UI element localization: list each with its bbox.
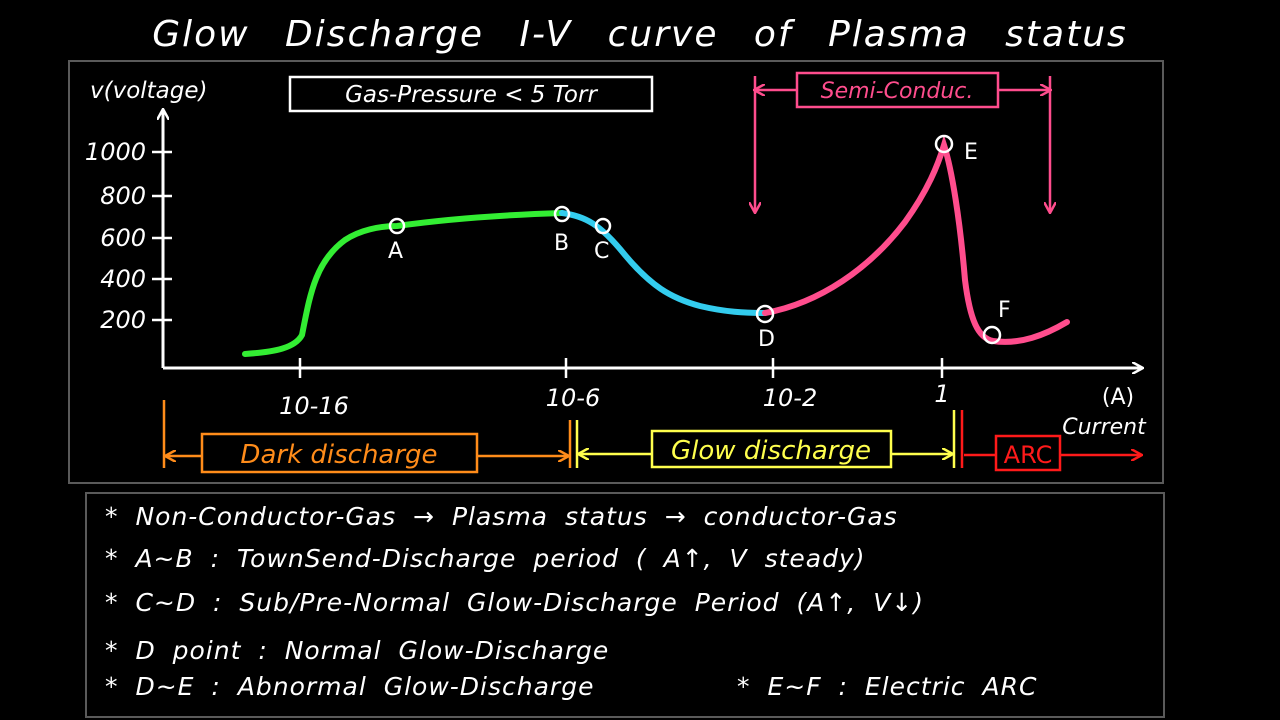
point-c-marker [594, 217, 612, 235]
point-d-label: D [758, 327, 775, 352]
x-tick-label: 10-2 [763, 384, 817, 412]
semi-label: Semi-Conduc. [821, 79, 974, 104]
arc-region-label: ARC [1004, 441, 1053, 469]
note-line: * A~B : TownSend-Discharge period ( A↑, … [105, 544, 866, 573]
y-tick-label: 1000 [85, 138, 146, 166]
x-ticks [298, 358, 944, 378]
y-axis-label: v(voltage) [90, 78, 208, 104]
semi-box [795, 71, 1000, 109]
point-d-marker [755, 304, 775, 324]
x-axis-label: Current [1062, 415, 1147, 440]
y-tick-label: 800 [100, 182, 146, 210]
y-tick-label: 600 [100, 224, 146, 252]
point-a-marker [388, 217, 406, 235]
point-c-label: C [594, 239, 609, 264]
note-line: * D~E : Abnormal Glow-Discharge [105, 672, 595, 701]
note-line: * C~D : Sub/Pre-Normal Glow-Discharge Pe… [105, 588, 924, 617]
point-e-marker [934, 134, 954, 154]
pressure-label: Gas-Pressure < 5 Torr [345, 82, 598, 108]
point-b-marker [553, 205, 571, 223]
diagram-panel [68, 60, 1164, 484]
x-tick-label: 10-16 [279, 392, 349, 420]
y-tick-label: 400 [100, 265, 146, 293]
note-line: * E~F : Electric ARC [737, 672, 1038, 701]
note-line: * D point : Normal Glow-Discharge [105, 636, 610, 665]
dark-region-label: Dark discharge [240, 440, 437, 470]
point-a-label: A [388, 239, 403, 264]
curve-segment-pink [762, 134, 1070, 345]
dark-box [200, 432, 479, 474]
x-tick-label: 10-6 [546, 384, 600, 412]
y-ticks [152, 150, 172, 322]
y-tick-label: 200 [100, 306, 146, 334]
page-title: Glow Discharge I-V curve of Plasma statu… [152, 14, 1128, 55]
x-axis-unit: (A) [1102, 385, 1134, 410]
notes-panel: * Non-Conductor-Gas → Plasma status → co… [85, 492, 1165, 718]
pressure-box [288, 75, 654, 113]
point-e-label: E [964, 140, 978, 165]
note-line: * Non-Conductor-Gas → Plasma status → co… [105, 502, 898, 531]
curve-segment-cyan [559, 210, 768, 316]
curve-segment-green [242, 210, 565, 357]
glow-region-label: Glow discharge [671, 436, 871, 466]
point-f-label: F [998, 298, 1011, 323]
arc-box [994, 434, 1062, 472]
point-b-label: B [554, 231, 569, 256]
x-tick-label: 1 [934, 380, 949, 408]
point-f-marker [982, 325, 1002, 345]
glow-box [650, 429, 893, 469]
